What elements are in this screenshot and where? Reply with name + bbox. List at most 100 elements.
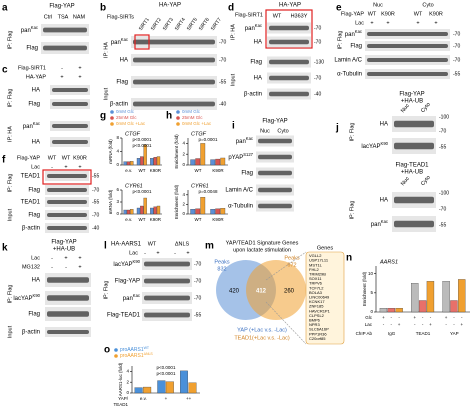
legend-label: 0mM Glc +Lac [116,121,146,126]
bar [210,209,216,215]
gene-name: BOLA3 [309,290,323,295]
legend-swatch [114,354,118,358]
p-value: p<0.0001 [157,365,176,370]
blot-band [52,102,88,106]
blot-band [367,58,448,62]
row-label: HA [254,40,262,46]
p-value: p=0.0048 [199,189,218,194]
group-label: IP: Flag [103,281,109,300]
condition-sign: - [51,255,53,261]
y-tick-label: 0 [126,390,129,395]
label: Peaks [284,255,300,261]
p-value: p<0.0001 [157,371,176,376]
condition-sign: + [370,20,373,26]
blot-band [47,188,87,192]
row-label: Flag [350,44,362,50]
size-marker: -70 [314,25,321,31]
bar [200,197,206,215]
lane-label: H363Y [291,13,308,19]
panel-label: l [104,241,107,252]
blot-band [258,170,292,176]
bar [140,205,144,215]
condition-sign: + [78,255,81,261]
group-label: Input [103,87,109,100]
bar [157,380,166,394]
highlight-box [42,169,92,185]
blot-band [133,79,215,85]
panel-label: i [232,121,235,132]
blot-band [394,220,434,228]
lane-label: SIRT2 [150,17,163,32]
bar [180,370,188,394]
label: HA-YAP [159,3,181,9]
size-marker: -55 [439,222,446,228]
label: Flag-SIRTs [107,14,134,20]
gene-name: NPR3 [309,322,320,327]
group-label: IP: Flag [7,31,13,50]
condition-sign: - [383,322,385,327]
group-label: IP: Flag [7,89,13,108]
size-marker: -100 [439,190,449,196]
condition-sign: + [64,255,67,261]
p-value: p<0.0001 [133,189,152,194]
y-tick-label: 4 [182,192,185,197]
row-label: α-Tubulin [228,204,253,210]
blot-band [394,120,434,128]
x-tick-label: e.v. [125,168,132,173]
blot-band [47,200,87,204]
label-text: pan [236,139,246,145]
bar [143,386,152,394]
condition-name: Flag-YAP [17,155,40,161]
row-label: Flag-YAP [115,279,140,285]
legend-text: proAARS1 [120,353,144,359]
legend-swatch [176,122,180,126]
size-marker: -55 [219,79,226,85]
y-tick-label: 2 [126,379,129,384]
bar [130,209,134,215]
label: HA-AARS1 [111,242,142,248]
y-tick-label: 8 [116,135,119,140]
y-axis-label: Enrichment (fold) [362,271,367,306]
lane-label: NAM [73,14,86,20]
p-value: p<0.0001 [133,143,152,148]
bar [156,205,161,215]
panel-label: d [228,3,234,14]
bar [426,281,435,313]
condition-sign: - [391,322,393,327]
x-tick-label: TEAD1 [416,331,431,336]
panel-label: e [336,3,342,14]
bar [195,158,201,166]
label: 260 [284,289,295,295]
x-tick-label: ++ [186,396,192,401]
x-tick-label: K90R [212,168,224,173]
blot-band [269,59,309,65]
condition-sign: - [422,315,424,320]
lane-label: Ctrl [44,14,53,20]
label-text: pan [123,296,133,302]
condition-sign: - [398,315,400,320]
label-sup: Kac [121,37,128,42]
panel-label: b [100,3,106,14]
highlight-box [265,9,313,49]
size-marker: -70 [453,57,460,63]
row-label: Flag-TEAD1 [107,313,141,319]
blot-band [47,213,87,217]
connector [265,251,307,281]
legend-swatch [110,116,114,120]
gene-name: PPP1R36 [309,331,327,336]
bar [190,159,196,166]
gene-name: SLC6A16P [309,327,329,332]
x-tick-label: YAP [450,331,459,336]
blot-band [52,140,88,144]
row-label: TEAD1 [21,174,41,180]
condition-sign: + [460,322,463,327]
condition-sign: WT [368,11,377,17]
blot-band [269,75,309,81]
condition-sign: - [422,322,424,327]
row-label: Flag [26,46,38,52]
blot-band [367,72,448,76]
bar [395,308,403,313]
label: 412 [256,289,267,295]
x-axis-label: ChIP Ab [356,331,373,336]
